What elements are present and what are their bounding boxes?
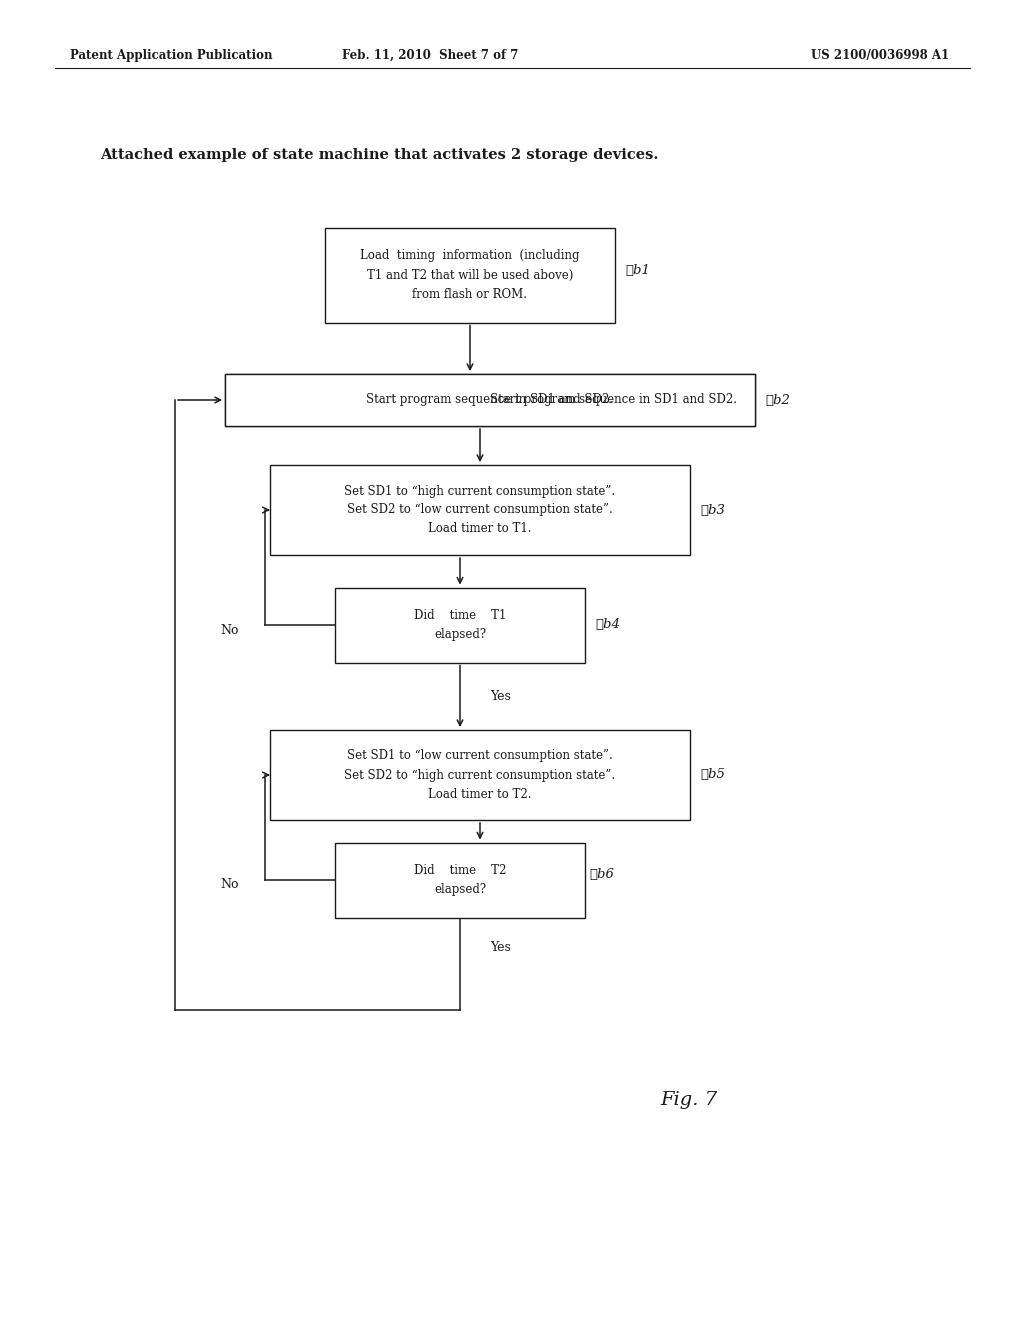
Text: Start program sequence in SD1 and SD2.: Start program sequence in SD1 and SD2. — [490, 393, 737, 407]
Text: Did    time    T2
elapsed?: Did time T2 elapsed? — [414, 865, 506, 896]
Text: Patent Application Publication: Patent Application Publication — [70, 49, 272, 62]
Text: ∿b6: ∿b6 — [589, 869, 613, 882]
Text: Did    time    T1
elapsed?: Did time T1 elapsed? — [414, 609, 506, 642]
Bar — [270, 730, 690, 820]
Bar — [325, 227, 615, 322]
Text: Yes: Yes — [490, 941, 511, 954]
Text: Attached example of state machine that activates 2 storage devices.: Attached example of state machine that a… — [100, 148, 658, 162]
Bar — [225, 374, 755, 426]
Text: No: No — [221, 623, 240, 636]
Text: Set SD1 to “low current consumption state”.
Set SD2 to “high current consumption: Set SD1 to “low current consumption stat… — [344, 750, 615, 800]
Text: US 2100/0036998 A1: US 2100/0036998 A1 — [811, 49, 949, 62]
Text: Set SD1 to “high current consumption state”.
Set SD2 to “low current consumption: Set SD1 to “high current consumption sta… — [344, 484, 615, 536]
Bar — [335, 842, 585, 917]
Text: Feb. 11, 2010  Sheet 7 of 7: Feb. 11, 2010 Sheet 7 of 7 — [342, 49, 518, 62]
Bar — [335, 587, 585, 663]
Text: Yes: Yes — [490, 690, 511, 702]
Text: ∿b5: ∿b5 — [700, 768, 725, 781]
Text: ∿b1: ∿b1 — [625, 264, 650, 276]
Text: Load  timing  information  (including
T1 and T2 that will be used above)
from fl: Load timing information (including T1 an… — [360, 249, 580, 301]
Bar — [270, 465, 690, 554]
Text: ∿b2: ∿b2 — [765, 393, 790, 407]
Text: ∿b4: ∿b4 — [595, 619, 620, 631]
Text: ∿b3: ∿b3 — [700, 503, 725, 516]
Text: No: No — [221, 879, 240, 891]
Text: Start program sequence in SD1 and SD2.: Start program sequence in SD1 and SD2. — [367, 393, 613, 407]
Bar — [225, 374, 755, 426]
Text: Fig. 7: Fig. 7 — [660, 1092, 717, 1109]
